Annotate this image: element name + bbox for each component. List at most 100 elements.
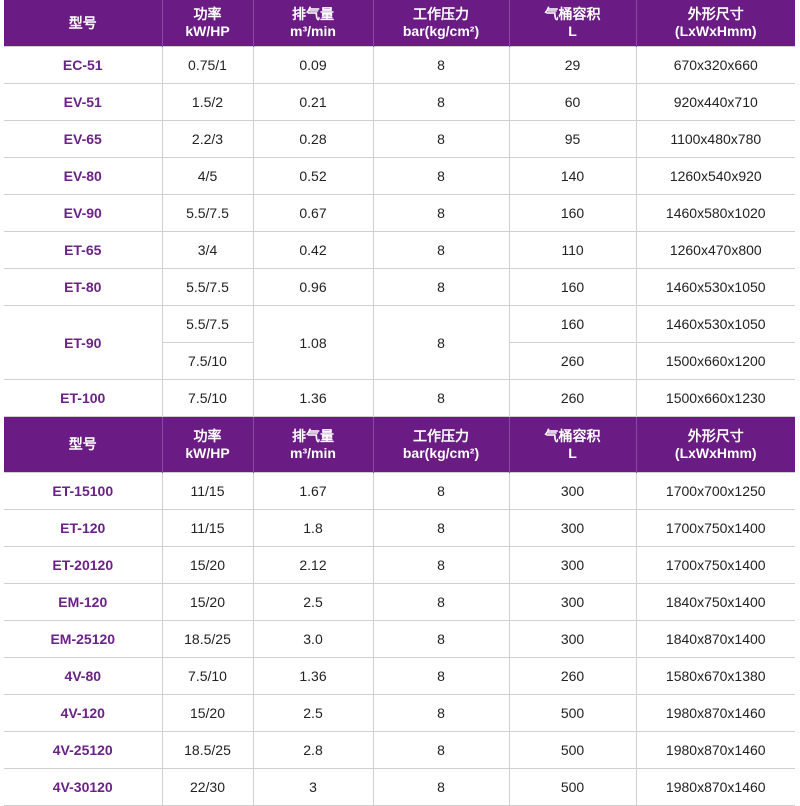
table-row: EV-65 2.2/3 0.28 8 95 1100x480x780: [4, 120, 795, 158]
power-cell: 15/20: [161, 546, 254, 584]
discharge-cell: 2.5: [252, 694, 374, 732]
volume-cell: 95: [508, 120, 637, 158]
discharge-cell: 1.8: [252, 509, 374, 547]
discharge-cell: 0.28: [252, 120, 374, 158]
table-row: 4V-80 7.5/10 1.36 8 260 1580x670x1380: [4, 657, 795, 695]
table-row: EC-51 0.75/1 0.09 8 29 670x320x660: [4, 46, 795, 84]
column-header-discharge: 排气量 m³/min: [252, 416, 374, 473]
discharge-cell: 0.96: [252, 268, 374, 306]
table-row: ET-120 11/15 1.8 8 300 1700x750x1400: [4, 509, 795, 547]
volume-cell: 140: [508, 157, 637, 195]
model-cell: EC-51: [4, 46, 163, 84]
volume-cell: 110: [508, 231, 637, 269]
power-cell: 5.5/7.5: [161, 305, 254, 343]
dimensions-cell: 1700x750x1400: [635, 546, 795, 584]
dimensions-cell: 1840x870x1400: [635, 620, 795, 658]
volume-cell: 260: [508, 379, 637, 417]
power-cell: 5.5/7.5: [161, 268, 254, 306]
table-header-row: 型号 功率 kW/HP 排气量 m³/min 工作压力 bar(kg/cm²) 气桶容积…: [4, 416, 795, 473]
dimensions-cell: 1980x870x1460: [635, 694, 795, 732]
volume-cell: 300: [508, 583, 637, 621]
discharge-cell: 1.67: [252, 472, 374, 510]
dimensions-cell: 1260x540x920: [635, 157, 795, 195]
dimensions-cell: 1700x750x1400: [635, 509, 795, 547]
model-cell: EV-80: [4, 157, 163, 195]
power-cell: 2.2/3: [161, 120, 254, 158]
power-cell: 3/4: [161, 231, 254, 269]
table-row: ET-90 5.5/7.5 1.08 8 160 1460x530x1050: [4, 305, 795, 380]
discharge-cell: 0.67: [252, 194, 374, 232]
column-header-dims: 外形尺寸 (LxWxHmm): [635, 0, 795, 47]
dimensions-cell: 1260x470x800: [635, 231, 795, 269]
pressure-cell: 8: [372, 657, 510, 695]
model-cell: ET-80: [4, 268, 163, 306]
pressure-cell: 8: [372, 620, 510, 658]
discharge-cell: 0.42: [252, 231, 374, 269]
column-header-pressure: 工作压力 bar(kg/cm²): [372, 0, 510, 47]
compressor-spec-table: 型号 功率 kW/HP 排气量 m³/min 工作压力 bar(kg/cm²) 气桶容积…: [4, 0, 795, 806]
power-cell: 7.5/10: [161, 657, 254, 695]
dimensions-cell: 1500x660x1230: [635, 379, 795, 417]
table-row: EM-25120 18.5/25 3.0 8 300 1840x870x1400: [4, 620, 795, 658]
volume-cell: 60: [508, 83, 637, 121]
model-cell: 4V-120: [4, 694, 163, 732]
discharge-cell: 1.36: [252, 379, 374, 417]
table-row: EM-120 15/20 2.5 8 300 1840x750x1400: [4, 583, 795, 621]
volume-cell: 500: [508, 694, 637, 732]
pressure-cell: 8: [372, 583, 510, 621]
column-header-volume: 气桶容积 L: [508, 416, 637, 473]
column-header-power: 功率 kW/HP: [161, 0, 254, 47]
pressure-cell: 8: [372, 472, 510, 510]
table-row: ET-100 7.5/10 1.36 8 260 1500x660x1230: [4, 379, 795, 417]
power-cell: 1.5/2: [161, 83, 254, 121]
discharge-cell: 2.5: [252, 583, 374, 621]
pressure-cell: 8: [372, 731, 510, 769]
table-row: 4V-120 15/20 2.5 8 500 1980x870x1460: [4, 694, 795, 732]
table-row: ET-65 3/4 0.42 8 110 1260x470x800: [4, 231, 795, 269]
table-row: EV-90 5.5/7.5 0.67 8 160 1460x580x1020: [4, 194, 795, 232]
column-header-model: 型号: [4, 0, 163, 47]
volume-cell: 160: [508, 194, 637, 232]
dimensions-cell: 1840x750x1400: [635, 583, 795, 621]
dimensions-cell: 1460x530x1050: [635, 268, 795, 306]
table-row: ET-80 5.5/7.5 0.96 8 160 1460x530x1050: [4, 268, 795, 306]
discharge-cell: 0.09: [252, 46, 374, 84]
model-cell: EV-51: [4, 83, 163, 121]
dimensions-cell: 1980x870x1460: [635, 731, 795, 769]
model-cell: ET-20120: [4, 546, 163, 584]
pressure-cell: 8: [372, 194, 510, 232]
pressure-cell: 8: [372, 546, 510, 584]
volume-cell: 300: [508, 509, 637, 547]
pressure-cell: 8: [372, 694, 510, 732]
table-header-row: 型号 功率 kW/HP 排气量 m³/min 工作压力 bar(kg/cm²) 气桶容积…: [4, 0, 795, 47]
model-cell: EM-120: [4, 583, 163, 621]
power-cell: 0.75/1: [161, 46, 254, 84]
volume-cell: 500: [508, 731, 637, 769]
model-cell: EM-25120: [4, 620, 163, 658]
discharge-cell: 2.8: [252, 731, 374, 769]
model-cell: 4V-25120: [4, 731, 163, 769]
power-cell: 4/5: [161, 157, 254, 195]
discharge-cell: 0.52: [252, 157, 374, 195]
model-cell: 4V-80: [4, 657, 163, 695]
discharge-cell: 1.08: [252, 305, 374, 380]
table-row: EV-80 4/5 0.52 8 140 1260x540x920: [4, 157, 795, 195]
power-cell: 5.5/7.5: [161, 194, 254, 232]
volume-cell: 160: [508, 305, 637, 343]
power-cell: 18.5/25: [161, 620, 254, 658]
power-cell: 11/15: [161, 509, 254, 547]
model-cell: ET-90: [4, 305, 163, 380]
discharge-cell: 1.36: [252, 657, 374, 695]
volume-cell: 300: [508, 472, 637, 510]
model-cell: EV-90: [4, 194, 163, 232]
column-header-power: 功率 kW/HP: [161, 416, 254, 473]
power-cell: 7.5/10: [161, 379, 254, 417]
power-cell: 18.5/25: [161, 731, 254, 769]
pressure-cell: 8: [372, 231, 510, 269]
column-header-dims: 外形尺寸 (LxWxHmm): [635, 416, 795, 473]
pressure-cell: 8: [372, 379, 510, 417]
table-row: ET-20120 15/20 2.12 8 300 1700x750x1400: [4, 546, 795, 584]
volume-cell: 260: [508, 657, 637, 695]
pressure-cell: 8: [372, 509, 510, 547]
column-header-discharge: 排气量 m³/min: [252, 0, 374, 47]
